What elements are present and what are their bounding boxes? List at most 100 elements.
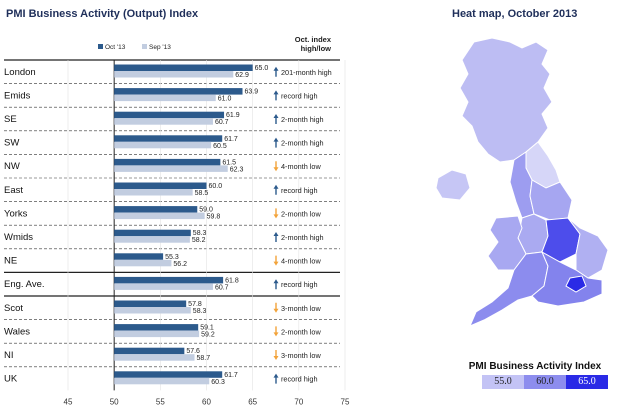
bar-oct	[114, 300, 187, 307]
map-legend-swatch-mid: 60.0	[524, 375, 566, 389]
data-label-sep: 59.8	[207, 214, 221, 221]
legend-label-oct: Oct '13	[105, 44, 126, 51]
annotation-label: record high	[281, 91, 318, 100]
data-label-oct: 57.6	[186, 348, 200, 355]
bar-sep	[114, 377, 210, 385]
annotation-label: 4-month low	[281, 257, 321, 266]
chart-title: PMI Business Activity (Output) Index	[6, 8, 199, 20]
category-label: NI	[4, 350, 14, 361]
bar-sep	[114, 118, 213, 125]
uk-heat-map	[435, 37, 609, 327]
data-label-oct: 61.8	[225, 277, 239, 284]
bar-oct	[114, 158, 221, 166]
x-tick-label: 75	[341, 397, 350, 406]
map-region-london	[565, 275, 587, 293]
arrow-down-icon	[273, 208, 279, 219]
arrow-up-icon	[273, 90, 279, 101]
bar-sep	[114, 165, 228, 172]
bar-sep	[114, 94, 216, 102]
data-label-sep: 60.7	[215, 284, 229, 291]
category-label: SE	[4, 114, 17, 125]
arrow-up-icon	[273, 232, 279, 242]
bar-oct	[114, 135, 223, 142]
annotation-header-line2: high/low	[301, 44, 332, 53]
bar-oct	[114, 206, 198, 213]
data-label-sep: 60.5	[213, 143, 227, 150]
category-label: SW	[4, 138, 19, 149]
annotation-label: 3-month low	[281, 351, 321, 360]
bar-oct	[114, 324, 199, 331]
data-label-oct: 60.0	[209, 183, 223, 190]
data-label-oct: 59.0	[199, 207, 213, 214]
arrow-up-icon	[273, 184, 279, 195]
map-legend-title: PMI Business Activity Index	[468, 361, 602, 372]
bar-sep	[114, 212, 205, 220]
legend-label-sep: Sep '13	[149, 44, 171, 51]
bar-oct	[114, 182, 207, 189]
arrow-down-icon	[273, 350, 279, 360]
bar-sep	[114, 330, 200, 338]
category-label: UK	[4, 374, 18, 385]
bar-sep	[114, 307, 191, 314]
bar-oct	[114, 64, 253, 71]
map-legend-swatch-low: 55.0	[482, 375, 524, 389]
annotation-label: 2-month high	[281, 139, 324, 148]
arrow-up-icon	[273, 279, 279, 290]
category-label: Wales	[4, 326, 30, 337]
bar-oct	[114, 229, 191, 237]
annotation-label: 201-month high	[281, 68, 332, 77]
bar-sep	[114, 71, 234, 78]
arrow-up-icon	[273, 373, 279, 384]
map-region-east	[567, 217, 609, 279]
data-label-sep: 58.2	[192, 237, 206, 244]
arrow-down-icon	[273, 161, 279, 172]
annotation-label: 3-month low	[281, 304, 321, 313]
bar-oct	[114, 371, 223, 378]
annotation-label: 2-month high	[281, 115, 324, 124]
bar-oct	[114, 276, 224, 284]
map-region-ni	[435, 169, 471, 201]
arrow-up-icon	[273, 66, 279, 77]
annotation-label: 4-month low	[281, 162, 321, 171]
category-label: East	[4, 185, 23, 196]
data-label-oct: 55.3	[165, 254, 179, 261]
bar-oct	[114, 347, 185, 355]
data-label-sep: 58.3	[193, 308, 207, 315]
arrow-up-icon	[273, 137, 279, 148]
arrow-up-icon	[273, 114, 279, 124]
category-label: London	[4, 67, 36, 78]
category-label: NE	[4, 256, 17, 267]
x-tick-label: 65	[248, 397, 257, 406]
data-label-oct: 58.3	[193, 230, 207, 237]
data-label-oct: 61.9	[226, 112, 240, 119]
bar-sep	[114, 141, 212, 149]
annotation-label: record high	[281, 186, 318, 195]
category-label: Yorks	[4, 208, 28, 219]
bar-oct	[114, 111, 225, 119]
data-label-sep: 62.9	[235, 72, 249, 79]
map-region-se	[531, 250, 603, 307]
category-label: NW	[4, 161, 20, 172]
legend-swatch-sep	[142, 44, 147, 49]
category-label: Emids	[4, 90, 31, 101]
category-label: Wmids	[4, 232, 33, 243]
bar-sep	[114, 236, 190, 243]
data-label-sep: 59.2	[201, 332, 215, 339]
data-label-oct: 61.7	[224, 136, 238, 143]
data-label-sep: 61.0	[218, 96, 232, 103]
data-label-oct: 61.5	[222, 159, 236, 166]
bar-oct	[114, 253, 164, 260]
x-tick-label: 70	[294, 397, 303, 406]
data-label-oct: 65.0	[255, 65, 269, 72]
data-label-oct: 57.8	[188, 301, 202, 308]
bar-sep	[114, 354, 195, 361]
data-label-sep: 56.2	[173, 261, 187, 268]
data-label-oct: 59.1	[200, 325, 214, 332]
bar-sep	[114, 259, 172, 267]
map-region-yorks	[529, 179, 573, 221]
annotation-label: record high	[281, 280, 318, 289]
annotation-label: record high	[281, 375, 318, 384]
data-label-sep: 58.7	[196, 355, 210, 362]
annotation-label: 2-month low	[281, 327, 321, 336]
